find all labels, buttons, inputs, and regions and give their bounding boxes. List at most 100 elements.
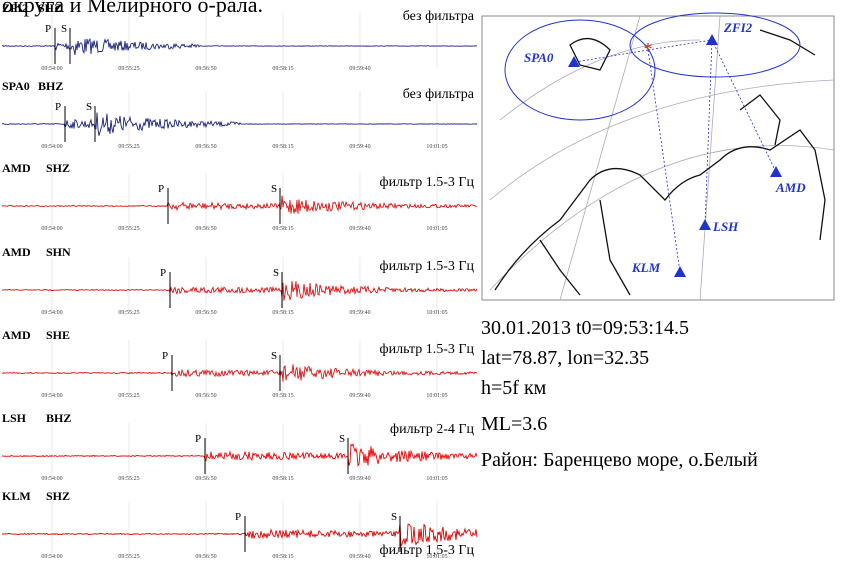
station-name: ZFI2 [723,20,753,35]
station-label: ZFI2 [2,1,28,15]
time-tick-label: 10:01:05 [426,144,447,150]
p-label: P [45,23,51,35]
time-tick-label: 09:58:15 [272,66,293,72]
time-tick-label: 09:56:50 [195,66,216,72]
time-tick-label: 09:59:40 [349,226,370,232]
time-tick-label: 09:59:40 [349,144,370,150]
time-tick-label: 09:58:15 [272,310,293,316]
time-tick-label: 09:58:15 [272,476,293,482]
info-line: h=5f км [481,377,547,399]
time-tick-label: 09:54:00 [41,310,62,316]
coastline [494,29,826,296]
time-tick-label: 09:55:25 [118,310,139,316]
filter-label: фильтр 2-4 Гц [390,422,474,437]
waveform [1,112,478,136]
epicenter: * [644,39,653,59]
channel-label: BHZ [46,411,71,425]
station-name: LSH [712,219,739,234]
time-tick-label: 09:54:00 [41,144,62,150]
station-name: KLM [631,260,661,275]
p-label: P [195,433,201,445]
filter-label: без фильтра [403,9,475,24]
time-tick-label: 09:55:25 [118,476,139,482]
channel-label: SHN [46,245,71,259]
time-tick-label: 09:58:15 [272,393,293,399]
time-tick-label: 09:59:40 [349,393,370,399]
info-line: ML=3.6 [481,413,547,435]
filter-label: фильтр 1,5-3 Гц [380,543,475,558]
s-label: S [61,23,67,35]
time-tick-label: 09:58:15 [272,144,293,150]
s-label: S [271,350,277,362]
time-tick-label: 09:54:00 [41,476,62,482]
time-tick-label: 09:59:40 [349,554,370,560]
time-tick-label: 10:01:05 [426,393,447,399]
s-label: S [339,433,345,445]
time-tick-label: 09:54:00 [41,393,62,399]
time-tick-label: 09:55:25 [118,144,139,150]
waveform [1,281,478,302]
filter-label: фильтр 1.5-3 Гц [380,259,475,274]
station-label: LSH [2,411,27,425]
time-tick-label: 09:56:50 [195,393,216,399]
station-name: AMD [775,180,806,195]
time-tick-label: 09:54:00 [41,226,62,232]
p-label: P [162,350,168,362]
s-label: S [271,183,277,195]
station-label: KLM [2,489,31,503]
station-label: AMD [2,161,31,175]
channel-label: SHZ [46,489,70,503]
station-triangle [770,166,782,177]
map-frame [481,15,835,301]
filter-label: фильтр 1.5-3 Гц [380,175,475,190]
p-label: P [235,511,241,523]
time-tick-label: 10:01:05 [426,554,447,560]
info-line: Район: Баренцево море, о.Белый [481,449,758,471]
waveform [1,37,478,56]
time-tick-label: 09:59:40 [349,66,370,72]
filter-label: фильтр 1.5-3 Гц [380,342,475,357]
channel-label: SHZ [38,1,62,15]
map: * SPA0 ZFI2 AMD LSH KLM [481,12,835,301]
time-tick-label: 09:54:00 [41,554,62,560]
p-label: P [158,183,164,195]
time-tick-label: 09:56:50 [195,226,216,232]
time-tick-label: 09:58:15 [272,554,293,560]
waveform [2,523,478,548]
header-text: округа и Мелирного о-рала. [2,0,263,17]
time-tick-label: 09:55:25 [118,393,139,399]
time-tick-label: 09:55:25 [118,66,139,72]
time-tick-label: 10:01:05 [426,476,447,482]
time-tick-label: 09:56:50 [195,554,216,560]
info-line: lat=78.87, lon=32.35 [481,347,649,369]
time-tick-label: 09:56:50 [195,476,216,482]
station-triangle [568,56,580,67]
time-tick-label: 10:01:05 [426,226,447,232]
waveform [1,364,478,382]
station-label: AMD [2,245,31,259]
station-triangle [699,219,711,230]
time-tick-label: 09:56:50 [195,144,216,150]
s-label: S [86,101,92,113]
time-tick-label: 09:58:15 [272,226,293,232]
time-tick-label: 09:54:00 [41,66,62,72]
time-tick-label: 09:55:25 [118,226,139,232]
station-label: SPA0 [2,79,30,93]
channel-label: SHZ [46,161,70,175]
time-tick-label: 09:59:40 [349,310,370,316]
time-tick-label: 10:01:05 [426,310,447,316]
p-label: P [55,101,61,113]
map-grid [489,15,835,301]
time-tick-label: 09:55:25 [118,554,139,560]
s-label: S [391,511,397,523]
station-name: SPA0 [524,50,554,65]
channel-label: SHE [46,328,70,342]
time-tick-label: 09:56:50 [195,310,216,316]
p-label: P [160,267,166,279]
station-label: AMD [2,328,31,342]
s-label: S [273,267,279,279]
station-triangle [706,34,718,45]
station-ellipses [504,12,801,121]
